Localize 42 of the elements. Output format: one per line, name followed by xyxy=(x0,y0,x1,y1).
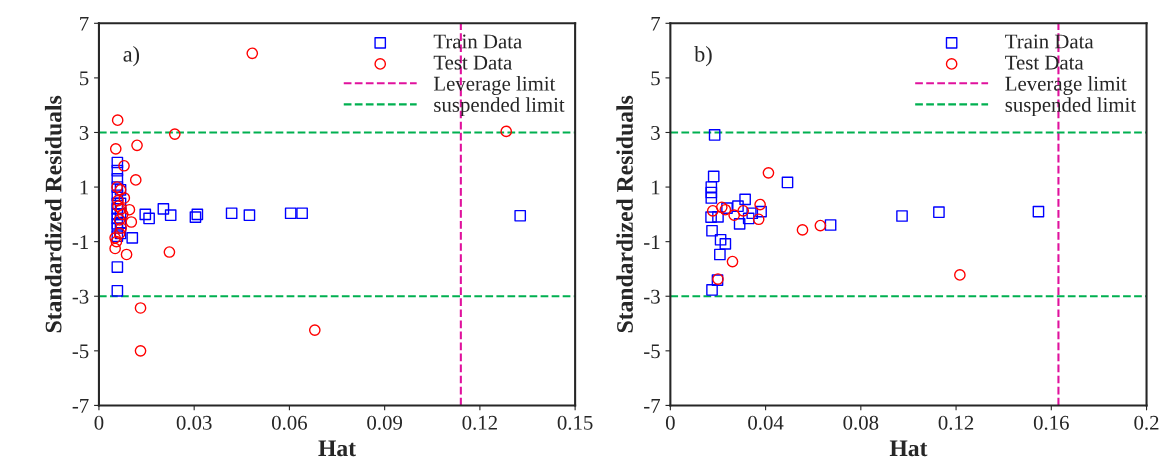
y-tick-label: 1 xyxy=(652,180,660,195)
legend-label: suspended limit xyxy=(1005,97,1136,117)
y-tick-label: -7 xyxy=(72,399,89,413)
annotation: b) xyxy=(694,46,712,67)
x-axis-title: Hat xyxy=(889,440,928,457)
y-tick-label: -3 xyxy=(644,289,660,304)
x-tick-label: 0.06 xyxy=(271,415,308,430)
legend-label: Train Data xyxy=(1005,34,1094,49)
y-axis-title: Standardized Residuals xyxy=(44,95,62,333)
y-tick-label: 1 xyxy=(80,180,88,195)
x-tick-label: 0.12 xyxy=(938,415,974,430)
y-tick-label: 5 xyxy=(80,71,89,86)
y-tick-label: -5 xyxy=(72,344,89,359)
annotation: a) xyxy=(123,46,140,67)
legend-label: Test Data xyxy=(1005,55,1084,70)
x-tick-label: 0 xyxy=(94,415,104,430)
legend-label: Test Data xyxy=(433,55,512,70)
y-axis-title: Standardized Residuals xyxy=(616,95,633,333)
y-tick-label: 3 xyxy=(79,125,89,140)
x-tick-label: 0.2 xyxy=(1134,415,1159,430)
y-tick-label: 7 xyxy=(80,16,89,31)
y-tick-label: -1 xyxy=(72,235,88,249)
y-tick-label: 3 xyxy=(651,125,660,140)
x-tick-label: 0.12 xyxy=(462,415,497,430)
y-tick-label: -3 xyxy=(72,289,89,304)
x-tick-label: 0.09 xyxy=(367,415,403,430)
x-tick-label: 0.15 xyxy=(557,415,593,430)
y-tick-label: -7 xyxy=(644,399,661,413)
y-tick-label: 7 xyxy=(651,16,661,31)
y-tick-label: 5 xyxy=(651,71,660,86)
x-tick-label: 0 xyxy=(665,415,675,430)
y-tick-label: -5 xyxy=(644,344,660,359)
legend-label: Train Data xyxy=(433,34,522,49)
ref-line-label: Leverage limit xyxy=(433,76,556,95)
y-tick-label: -1 xyxy=(644,235,660,249)
x-axis-title: Hat xyxy=(318,440,356,457)
x-tick-label: 0.08 xyxy=(843,415,879,430)
x-tick-label: 0.16 xyxy=(1033,415,1069,430)
x-tick-label: 0.03 xyxy=(176,415,212,430)
ref-line-label: Leverage limit xyxy=(1005,76,1127,95)
x-tick-label: 0.04 xyxy=(748,415,784,430)
legend-label: suspended limit xyxy=(434,97,565,117)
